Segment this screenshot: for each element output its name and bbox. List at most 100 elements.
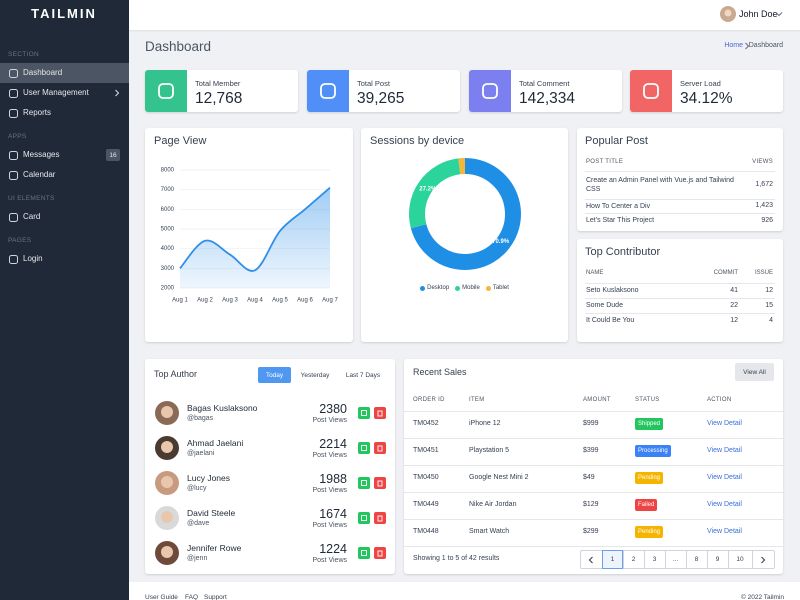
stat-icon-bg [307,70,349,112]
view-all-button[interactable] [735,363,774,381]
sidebar-item[interactable] [0,207,129,227]
edit-button[interactable] [358,477,370,489]
row-separator [585,283,775,284]
edit-button[interactable] [358,547,370,559]
sidebar-section-title: APPS [8,133,27,140]
table-cell: 41 [730,287,738,294]
sidebar-item-label[interactable]: Calendar [23,170,56,179]
row-separator [404,464,783,466]
item: Google Nest Mini 2 [469,474,529,481]
author-handle: @lucy [187,485,207,492]
table-header: ORDER ID [413,397,445,403]
page-active-bg[interactable] [602,550,623,569]
sidebar-item-label[interactable]: User Management [23,88,89,97]
action-link[interactable]: View Detail [707,447,742,454]
legend-swatch [455,285,461,291]
icon-shape [377,480,383,487]
sidebar-section-title: PAGES [8,237,32,244]
page-number[interactable]: 10 [736,556,744,563]
table-cell: 926 [761,216,773,224]
card-title: Top Author [154,369,198,379]
footer-link[interactable]: User Guide [145,593,178,600]
page-number[interactable]: ... [672,556,679,563]
sidebar-item-label[interactable]: Messages [23,150,60,159]
sidebar-item[interactable] [0,249,129,269]
delete-button[interactable] [374,407,386,419]
delete-icon [377,445,383,452]
icon-shape [9,171,18,180]
edit-button[interactable] [358,512,370,524]
table-header: ISSUE [754,270,773,276]
breadcrumb-current: Dashboard [748,42,783,49]
footer-link[interactable]: Support [204,593,227,600]
page-number[interactable]: 1 [610,556,615,563]
row-separator [404,437,783,439]
legend-swatch [485,285,491,291]
y-tick-label: 2000 [161,286,175,292]
x-tick-label: Aug 3 [222,298,238,304]
icon-shape [361,515,367,521]
sidebar-item-label[interactable]: Login [23,254,43,263]
tab-active-bg[interactable] [258,367,291,383]
delete-button[interactable] [374,547,386,559]
item: Smart Watch [469,528,510,535]
author-views: 2214 [319,436,347,451]
card-title: Recent Sales [413,367,467,377]
line-chart: 2000 3000 4000 5000 6000 7000 8000 Aug 1 Aug 2 Au… [161,168,339,304]
table-header: ITEM [469,397,485,403]
legend-label: Mobile [462,285,480,291]
tab[interactable]: Last 7 Days [345,371,381,379]
page-number[interactable]: 3 [652,556,657,563]
action-link[interactable]: View Detail [707,501,742,508]
amount: $49 [583,474,595,481]
table-cell: 4 [769,317,773,324]
user-name[interactable]: John Doe [739,9,778,19]
data-label: 70.9% [492,239,510,245]
sidebar-item-label[interactable]: Card [23,212,41,221]
delete-icon [377,550,383,557]
sidebar-item-label[interactable]: Dashboard [23,68,63,77]
edit-icon [361,410,367,416]
sidebar-item-label[interactable]: Reports [23,108,52,117]
sidebar-item[interactable] [0,63,129,83]
row-separator [585,298,775,299]
tab[interactable]: Today [265,371,284,379]
page-number[interactable]: 2 [631,556,636,563]
action-link[interactable]: View Detail [707,528,742,535]
delete-button[interactable] [374,442,386,454]
author-name: Bagas Kuslaksono [187,402,258,413]
popular-post-card [577,128,783,231]
author-name: Lucy Jones [187,472,230,483]
delete-button[interactable] [374,477,386,489]
author-views-label: Post Views [312,417,348,424]
edit-button[interactable] [358,442,370,454]
breadcrumb-link[interactable]: Home [724,42,743,49]
sidebar-item-icon [9,89,18,98]
author-name: David Steele [187,507,236,518]
stat-icon-bg [630,70,672,112]
chart-title: Sessions by device [370,135,465,147]
sidebar-item[interactable] [0,103,129,123]
sidebar-item[interactable] [0,165,129,185]
table-header: COMMIT [713,270,738,276]
delete-icon [377,410,383,417]
action-link[interactable]: View Detail [707,474,742,481]
x-tick-label: Aug 5 [272,298,288,304]
author-views-label: Post Views [312,452,348,459]
page-number[interactable]: 8 [694,556,699,563]
row-separator [404,545,783,547]
tab[interactable]: Yesterday [300,371,330,379]
icon-shape [9,109,18,118]
view-all-label[interactable]: View All [743,368,766,376]
delete-button[interactable] [374,512,386,524]
action-link[interactable]: View Detail [707,420,742,427]
author-views-label: Post Views [312,557,348,564]
pagination-divider [728,550,729,569]
stat-icon [482,83,498,99]
edit-button[interactable] [358,407,370,419]
footer-link[interactable]: FAQ [185,593,199,600]
page-title: Dashboard [145,38,212,54]
page-number[interactable]: 9 [715,556,720,563]
pagination-divider [644,550,645,569]
